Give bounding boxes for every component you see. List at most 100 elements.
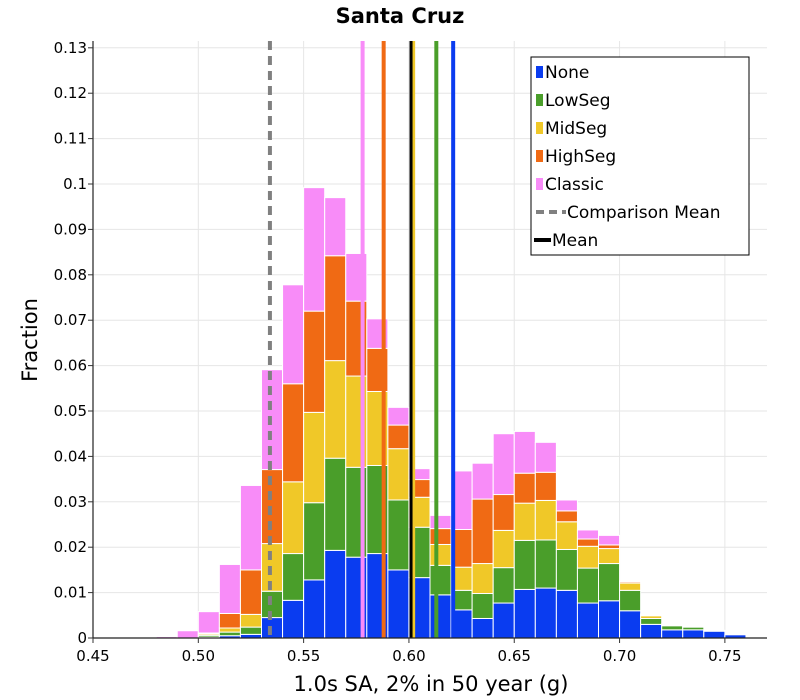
bar-highseg <box>429 528 452 545</box>
legend-label-classic: Classic <box>545 175 604 195</box>
bar-lowseg <box>534 539 557 589</box>
bar-lowseg <box>576 567 599 604</box>
bar-highseg <box>282 383 305 483</box>
bar-classic <box>239 484 262 571</box>
y-tick-label: 0.06 <box>54 357 87 375</box>
legend-swatch-none <box>536 66 543 78</box>
bar-classic <box>576 529 599 540</box>
bar-classic <box>176 630 199 639</box>
bar-none <box>513 588 536 639</box>
y-ticks: 0 0.01 0.02 0.03 0.04 0.05 0.06 0.07 0.08 0.09 0.1… <box>54 39 93 647</box>
bar-none <box>682 629 705 639</box>
legend-label-none: None <box>545 63 589 83</box>
y-tick-label: 0.04 <box>54 447 87 465</box>
bar-lowseg <box>261 590 284 619</box>
y-tick-label: 0.08 <box>54 266 87 284</box>
x-tick-label: 0.55 <box>287 647 320 665</box>
bar-none <box>324 549 347 639</box>
bar-midseg <box>387 448 410 501</box>
bar-midseg <box>492 529 515 569</box>
bar-midseg <box>218 627 241 633</box>
bar-classic <box>261 369 284 471</box>
bar-none <box>703 630 726 639</box>
bar-lowseg <box>471 593 494 619</box>
bar-none <box>661 629 684 639</box>
x-tick-label: 0.50 <box>182 647 215 665</box>
bar-classic <box>492 433 515 496</box>
bar-lowseg <box>703 629 726 632</box>
bar-none <box>619 610 642 639</box>
bar-classic <box>555 499 578 512</box>
bar-lowseg <box>303 502 326 581</box>
bar-classic <box>534 441 557 473</box>
bar-classic <box>598 534 621 546</box>
bar-none <box>576 602 599 639</box>
bar-lowseg <box>640 617 663 625</box>
bar-lowseg <box>513 539 536 590</box>
bar-midseg <box>282 481 305 555</box>
y-axis-label: Fraction <box>18 298 42 382</box>
bar-highseg <box>324 255 347 362</box>
bar-none <box>598 600 621 639</box>
y-tick-label: 0.11 <box>54 130 87 148</box>
y-tick-label: 0.02 <box>54 538 87 556</box>
bar-none <box>387 569 410 639</box>
y-tick-label: 0.12 <box>54 84 87 102</box>
bar-midseg <box>471 563 494 595</box>
legend-label-highseg: HighSeg <box>545 147 616 167</box>
bar-highseg <box>239 569 262 615</box>
y-tick-label: 0.1 <box>63 175 87 193</box>
bar-classic <box>429 514 452 530</box>
bar-midseg <box>239 613 262 628</box>
bar-classic <box>513 430 536 474</box>
x-tick-label: 0.70 <box>603 647 636 665</box>
bar-none <box>282 599 305 639</box>
bar-lowseg <box>218 631 241 637</box>
bar-lowseg <box>492 567 515 604</box>
bar-lowseg <box>555 548 578 591</box>
reference-lines <box>267 41 456 638</box>
x-tick-label: 0.75 <box>708 647 741 665</box>
bar-lowseg <box>429 564 452 596</box>
bar-lowseg <box>661 625 684 631</box>
bar-classic <box>640 613 663 616</box>
bar-highseg <box>534 471 557 501</box>
bar-none <box>534 587 557 639</box>
bar-classic <box>303 187 326 312</box>
bar-classic <box>387 406 410 426</box>
bar-midseg <box>303 411 326 504</box>
bar-midseg <box>324 360 347 459</box>
bar-none <box>303 579 326 639</box>
y-tick-label: 0.01 <box>54 584 87 602</box>
x-tick-label: 0.60 <box>392 647 425 665</box>
bar-highseg <box>576 538 599 547</box>
bar-highseg <box>513 472 536 504</box>
bar-midseg <box>429 543 452 566</box>
legend-label-midseg: MidSeg <box>545 119 607 139</box>
bar-classic <box>471 462 494 500</box>
legend-label-mean: Mean <box>552 231 598 251</box>
bar-midseg <box>619 582 642 591</box>
bar-classic <box>408 468 431 481</box>
legend-label-comparison-mean: Comparison Mean <box>567 203 721 223</box>
y-tick-label: 0.05 <box>54 402 87 420</box>
bar-midseg <box>534 499 557 541</box>
legend-swatch-classic <box>536 178 543 190</box>
x-tick-label: 0.45 <box>76 647 109 665</box>
legend-box <box>530 56 750 256</box>
bar-none <box>471 617 494 639</box>
y-tick-label: 0.03 <box>54 493 87 511</box>
bar-none <box>429 594 452 639</box>
bar-lowseg <box>387 499 410 571</box>
bar-lowseg <box>239 626 262 635</box>
bar-lowseg <box>619 589 642 612</box>
axes <box>92 41 767 639</box>
bar-midseg <box>576 545 599 569</box>
y-tick-label: 0.09 <box>54 220 87 238</box>
bar-highseg <box>492 494 515 531</box>
bar-highseg <box>471 498 494 565</box>
bar-midseg <box>555 521 578 550</box>
bar-none <box>640 623 663 639</box>
bar-highseg <box>598 544 621 550</box>
bar-classic <box>197 611 220 634</box>
